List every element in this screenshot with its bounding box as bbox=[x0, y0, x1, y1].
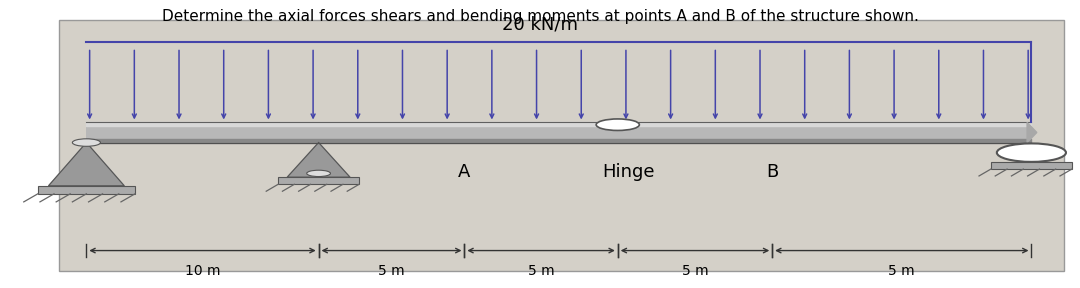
Circle shape bbox=[596, 119, 639, 130]
FancyBboxPatch shape bbox=[59, 20, 1064, 271]
Text: Determine the axial forces shears and bending moments at points A and B of the s: Determine the axial forces shears and be… bbox=[162, 9, 918, 24]
FancyBboxPatch shape bbox=[991, 162, 1071, 169]
Polygon shape bbox=[49, 143, 124, 186]
Text: 10 m: 10 m bbox=[185, 264, 220, 278]
FancyBboxPatch shape bbox=[279, 177, 359, 184]
Text: 5 m: 5 m bbox=[889, 264, 915, 278]
Polygon shape bbox=[1027, 122, 1037, 143]
Text: 5 m: 5 m bbox=[681, 264, 708, 278]
Polygon shape bbox=[287, 143, 350, 177]
Circle shape bbox=[72, 139, 100, 146]
Text: B: B bbox=[766, 163, 779, 181]
Text: Hinge: Hinge bbox=[603, 163, 654, 181]
Text: 20 kN/m: 20 kN/m bbox=[502, 15, 578, 33]
Text: A: A bbox=[458, 163, 471, 181]
FancyBboxPatch shape bbox=[38, 186, 135, 194]
FancyBboxPatch shape bbox=[86, 122, 1031, 143]
Text: 5 m: 5 m bbox=[528, 264, 554, 278]
Text: 5 m: 5 m bbox=[378, 264, 405, 278]
Circle shape bbox=[997, 143, 1066, 162]
Circle shape bbox=[307, 170, 330, 177]
